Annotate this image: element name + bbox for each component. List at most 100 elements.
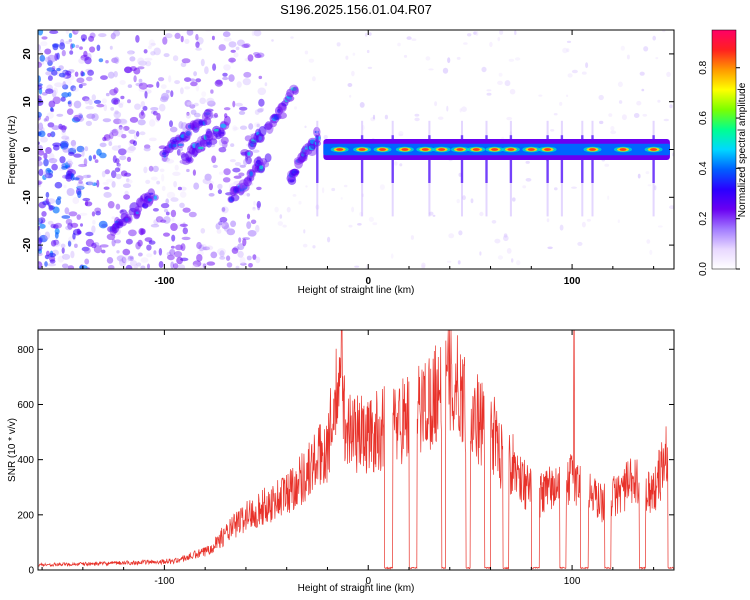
noise-blob: [43, 158, 49, 167]
noise-blob: [87, 180, 95, 186]
noise-blob: [282, 224, 287, 228]
noise-blob: [72, 177, 80, 181]
noise-blob: [38, 225, 41, 231]
noise-blob: [506, 116, 513, 121]
noise-blob: [186, 111, 190, 116]
noise-blob: [511, 258, 514, 263]
noise-blob: [252, 254, 257, 260]
noise-blob: [503, 235, 509, 242]
ridge-core: [220, 123, 227, 128]
noise-blob: [148, 39, 156, 47]
noise-blob: [432, 214, 436, 217]
noise-blob: [497, 80, 503, 85]
noise-blob: [379, 184, 385, 191]
spectrogram-x-axis-title: Height of straight line (km): [298, 285, 415, 296]
noise-blob: [91, 242, 97, 249]
noise-blob: [250, 219, 257, 225]
noise-blob: [200, 58, 205, 67]
ridge-mark: [203, 117, 212, 126]
noise-blob: [165, 211, 170, 216]
noise-blob: [456, 199, 460, 204]
noise-blob: [72, 30, 79, 35]
noise-blob: [45, 191, 50, 198]
noise-blob: [604, 163, 609, 167]
noise-blob: [617, 81, 623, 88]
band-peak: [336, 148, 344, 151]
noise-blob: [38, 111, 42, 118]
y-tick-label: 0: [28, 566, 34, 577]
noise-blob: [180, 243, 186, 252]
noise-blob: [506, 248, 512, 254]
noise-blob: [343, 184, 348, 188]
noise-blob: [108, 141, 113, 147]
noise-blob: [354, 265, 360, 268]
noise-blob: [138, 252, 143, 257]
noise-blob: [85, 231, 94, 237]
noise-blob: [69, 50, 74, 55]
noise-blob: [562, 47, 568, 54]
noise-blob: [508, 58, 515, 62]
noise-blob: [61, 49, 66, 57]
y-tick-label: 400: [17, 455, 34, 466]
noise-blob: [499, 30, 504, 35]
noise-blob: [127, 99, 131, 104]
noise-blob: [174, 164, 179, 171]
noise-blob: [208, 183, 213, 191]
noise-blob: [525, 160, 530, 164]
noise-blob: [421, 264, 426, 269]
noise-blob: [345, 55, 349, 60]
noise-blob: [367, 66, 373, 69]
noise-blob: [106, 257, 114, 264]
noise-blob: [234, 162, 241, 166]
noise-blob: [213, 112, 218, 118]
band-peak: [491, 148, 499, 151]
noise-blob: [178, 121, 184, 129]
noise-blob: [663, 118, 669, 122]
noise-blob: [145, 179, 151, 184]
noise-blob: [546, 218, 550, 223]
noise-blob: [160, 219, 167, 223]
noise-blob: [241, 44, 250, 48]
noise-blob: [44, 231, 50, 240]
noise-blob: [176, 148, 181, 156]
noise-blob: [79, 46, 83, 50]
noise-blob: [113, 111, 122, 119]
noise-blob: [186, 168, 190, 173]
noise-blob: [184, 86, 191, 90]
noise-blob: [639, 71, 645, 76]
noise-blob: [107, 201, 115, 209]
noise-blob: [218, 147, 227, 153]
noise-blob: [180, 186, 187, 191]
noise-blob: [136, 262, 142, 267]
snr-panel: -100 0 100 0 200 400 600 800 Height of straight…: [7, 329, 675, 594]
noise-blob: [461, 106, 467, 112]
noise-blob: [264, 82, 268, 87]
noise-blob: [49, 205, 55, 210]
noise-blob: [174, 80, 181, 85]
noise-blob: [72, 196, 80, 205]
noise-blob: [397, 42, 401, 47]
x-tick-label: -100: [154, 576, 174, 587]
noise-blob: [121, 134, 127, 139]
noise-blob: [48, 153, 55, 161]
noise-blob: [114, 239, 121, 244]
noise-blob: [127, 256, 134, 262]
noise-blob: [43, 118, 47, 122]
band-peak: [438, 148, 446, 151]
noise-blob: [80, 34, 87, 41]
noise-blob: [129, 260, 138, 267]
noise-blob: [206, 245, 214, 251]
noise-blob: [38, 149, 45, 156]
noise-blob: [305, 185, 308, 188]
noise-blob: [148, 240, 156, 245]
noise-blob: [59, 125, 68, 131]
noise-blob: [633, 113, 640, 118]
noise-blob: [169, 120, 173, 128]
noise-blob: [238, 110, 246, 115]
noise-blob: [223, 168, 231, 176]
noise-blob: [84, 56, 92, 65]
noise-blob: [235, 46, 240, 51]
noise-blob: [56, 113, 64, 117]
noise-blob: [83, 158, 88, 166]
noise-blob: [219, 256, 226, 260]
